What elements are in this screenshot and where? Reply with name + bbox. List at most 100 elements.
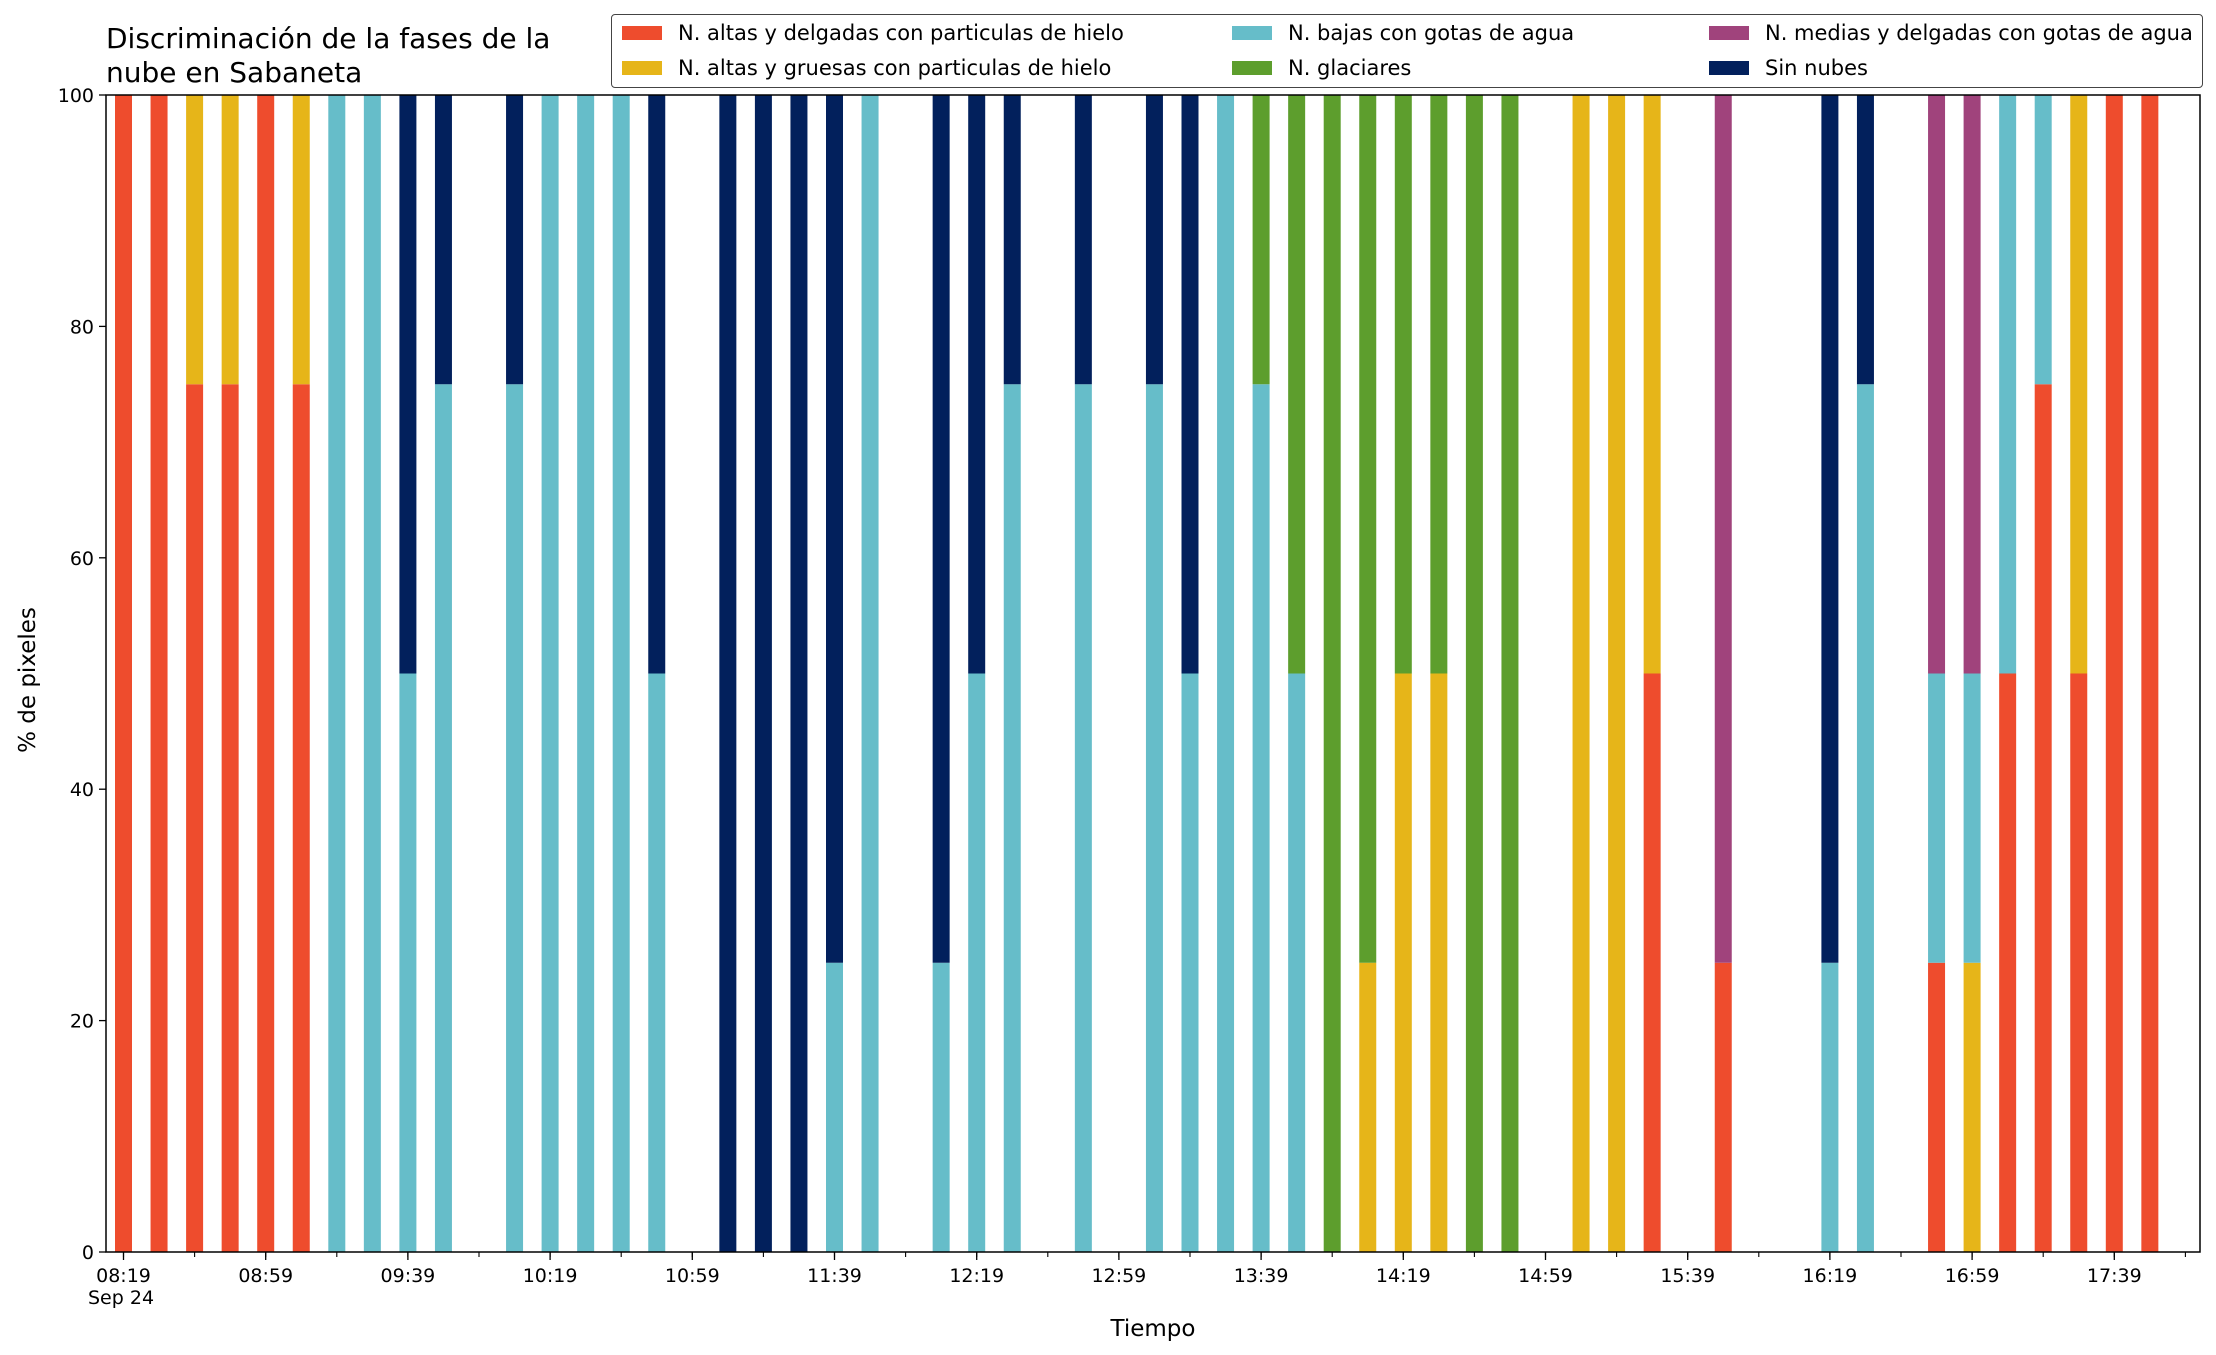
bar-segment-9-2	[434, 384, 452, 1252]
legend-item-bajas-agua: N. bajas con gotas de agua	[1232, 18, 1574, 48]
bar-segment-42-4	[1963, 95, 1981, 674]
bar-segment-25-5	[1181, 95, 1199, 674]
bar-segment-21-5	[968, 95, 986, 674]
y-tick-label-40: 40	[70, 779, 94, 801]
bar-segment-10-5	[506, 95, 524, 385]
y-tick-label-0: 0	[82, 1242, 94, 1264]
legend-label: N. altas y delgadas con particulas de hi…	[678, 21, 1124, 45]
bar-segment-42-1	[1963, 962, 1981, 1252]
bar-segment-24-5	[1145, 95, 1163, 385]
bar-segment-33-3	[1465, 95, 1483, 1252]
bar-segment-38-4	[1714, 95, 1732, 963]
chart-title-line-2: nube en Sabaneta	[106, 56, 363, 89]
bar-segment-28-2	[1288, 673, 1306, 1252]
bar-segment-4-0	[257, 95, 275, 1252]
x-tick-label-4: 10:59	[665, 1265, 720, 1287]
legend-item-altas-gruesas: N. altas y gruesas con particulas de hie…	[622, 53, 1111, 83]
bar-segment-21-2	[968, 673, 986, 1252]
plot-frame	[105, 94, 2201, 1253]
bars-layer	[115, 95, 2159, 1252]
bar-segment-14-5	[648, 95, 666, 674]
bar-segment-0-0	[115, 95, 132, 1252]
y-tick-label-80: 80	[70, 316, 94, 338]
bar-segment-30-3	[1359, 95, 1377, 963]
x-tick-label-1: 08:59	[238, 1265, 293, 1287]
bar-segment-47-0	[2141, 95, 2159, 1252]
bar-segment-40-5	[1856, 95, 1874, 385]
x-tick-label-13: 16:59	[1945, 1265, 2000, 1287]
bar-segment-17-5	[790, 95, 808, 1252]
bar-segment-45-1	[2070, 95, 2088, 674]
bar-segment-27-2	[1252, 384, 1270, 1252]
bar-segment-23-5	[1074, 95, 1092, 385]
bar-segment-40-2	[1856, 384, 1874, 1252]
chart-title-line-1: Discriminación de la fases de la	[106, 22, 551, 55]
y-tick-label-20: 20	[70, 1011, 94, 1033]
legend: N. altas y delgadas con particulas de hi…	[611, 14, 2203, 88]
x-tick-label-0: 08:19	[96, 1265, 151, 1287]
axes-layer: 0 20 40 60 80 100 08:19 08:59 09:39 10:19 10:59 11:…	[58, 85, 2201, 1287]
bar-segment-32-3	[1430, 95, 1448, 674]
legend-label: N. glaciares	[1288, 56, 1412, 80]
bar-segment-20-5	[932, 95, 950, 963]
x-tick-label-3: 10:19	[523, 1265, 578, 1287]
legend-swatch	[622, 61, 662, 75]
x-tick-label-10: 14:59	[1518, 1265, 1573, 1287]
bar-segment-12-2	[577, 95, 595, 1252]
bar-segment-25-2	[1181, 673, 1199, 1252]
bar-segment-44-2	[2034, 95, 2052, 385]
x-tick-label-2: 09:39	[381, 1265, 436, 1287]
x-tick-label-12: 16:19	[1803, 1265, 1858, 1287]
legend-item-sin-nubes: Sin nubes	[1709, 53, 1868, 83]
bar-segment-2-0	[186, 384, 204, 1252]
chart-title: Discriminación de la fases de la nube en…	[106, 22, 550, 90]
legend-swatch	[1709, 26, 1749, 40]
bar-segment-35-1	[1572, 95, 1590, 1252]
legend-label: Sin nubes	[1765, 56, 1868, 80]
bar-segment-20-2	[932, 962, 950, 1252]
bar-segment-37-0	[1643, 673, 1661, 1252]
bar-segment-19-2	[861, 95, 879, 1252]
bar-segment-43-2	[1999, 95, 2017, 674]
bar-segment-18-2	[826, 962, 843, 1252]
bar-segment-18-5	[826, 95, 843, 963]
bar-segment-31-3	[1394, 95, 1412, 674]
bar-segment-14-2	[648, 673, 666, 1252]
bar-segment-16-5	[754, 95, 772, 1252]
x-tick-label-8: 13:39	[1234, 1265, 1289, 1287]
bar-segment-8-2	[399, 673, 417, 1252]
x-tick-label-7: 12:59	[1092, 1265, 1147, 1287]
bar-segment-5-0	[292, 384, 310, 1252]
bar-segment-8-5	[399, 95, 417, 674]
bar-segment-38-0	[1714, 962, 1732, 1252]
legend-label: N. medias y delgadas con gotas de agua	[1765, 21, 2193, 45]
bar-segment-39-2	[1821, 962, 1839, 1252]
bar-segment-41-4	[1928, 95, 1946, 674]
bar-segment-37-1	[1643, 95, 1661, 674]
bar-segment-26-2	[1217, 95, 1235, 1252]
legend-swatch	[1709, 61, 1749, 75]
bar-segment-13-2	[612, 95, 630, 1252]
legend-item-medias-delgadas: N. medias y delgadas con gotas de agua	[1709, 18, 2193, 48]
x-tick-label-6: 12:19	[949, 1265, 1004, 1287]
legend-label: N. altas y gruesas con particulas de hie…	[678, 56, 1112, 80]
bar-segment-42-2	[1963, 673, 1981, 963]
bar-segment-24-2	[1145, 384, 1163, 1252]
bar-segment-32-1	[1430, 673, 1448, 1252]
y-tick-label-100: 100	[58, 85, 94, 107]
bar-segment-30-1	[1359, 962, 1377, 1252]
legend-label: N. bajas con gotas de agua	[1288, 21, 1575, 45]
bar-segment-22-2	[1003, 384, 1021, 1252]
y-tick-label-60: 60	[70, 548, 94, 570]
legend-item-altas-delgadas: N. altas y delgadas con particulas de hi…	[622, 18, 1124, 48]
x-tick-label-5: 11:39	[807, 1265, 862, 1287]
bar-segment-7-2	[363, 95, 381, 1252]
bar-segment-31-1	[1394, 673, 1412, 1252]
legend-swatch	[622, 26, 662, 40]
legend-swatch	[1232, 61, 1272, 75]
bar-segment-46-0	[2105, 95, 2123, 1252]
bar-segment-41-0	[1928, 962, 1946, 1252]
bar-segment-36-1	[1608, 95, 1626, 1252]
x-tick-label-9: 14:19	[1376, 1265, 1431, 1287]
